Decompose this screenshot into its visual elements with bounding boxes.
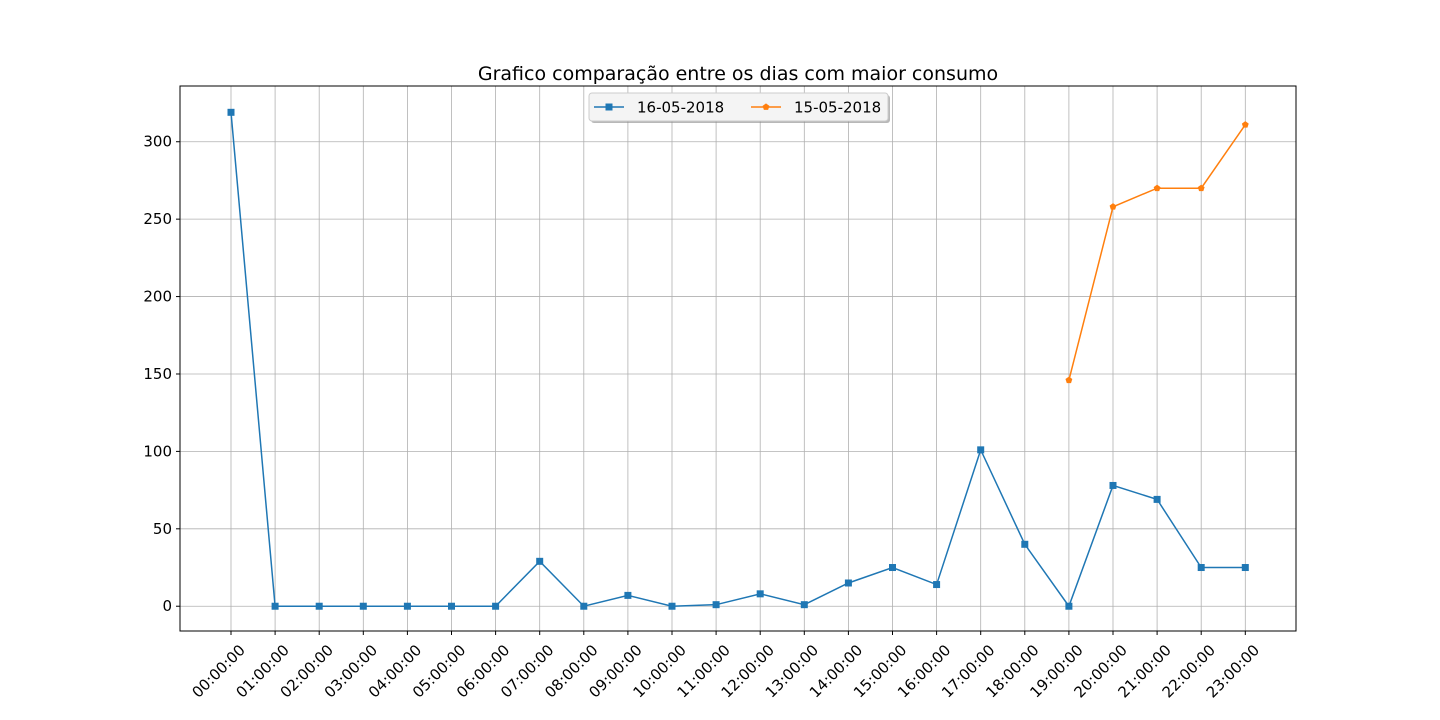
y-tick-label: 250 [143, 210, 172, 228]
data-point [1241, 121, 1249, 128]
data-point [977, 446, 985, 454]
data-point [756, 590, 764, 598]
data-point [1241, 564, 1249, 572]
series-15-05-2018 [1065, 121, 1249, 384]
data-point [605, 103, 613, 111]
data-point [668, 602, 676, 610]
data-point [1197, 564, 1205, 572]
data-point [712, 601, 720, 609]
data-point [1021, 540, 1029, 548]
y-tick-label: 200 [143, 288, 172, 306]
y-axis: 0 50 100 150 200 250 300 [143, 133, 180, 615]
series-16-05-2018 [227, 108, 1249, 610]
data-point [1153, 184, 1161, 192]
y-tick-label: 100 [143, 442, 172, 460]
data-point [1065, 602, 1073, 610]
data-point [933, 581, 941, 589]
grid-lines [180, 86, 1296, 631]
legend-label: 16-05-2018 [637, 99, 724, 117]
data-point [1197, 184, 1205, 192]
legend-label: 15-05-2018 [794, 99, 881, 117]
legend: 16-05-2018 15-05-2018 [588, 92, 890, 123]
data-point [448, 602, 455, 610]
data-point [315, 602, 323, 610]
data-point [624, 591, 632, 599]
data-point [271, 602, 279, 610]
chart-title: Grafico comparação entre os dias com mai… [478, 63, 998, 85]
data-point [227, 108, 235, 116]
series-line [230, 112, 1246, 608]
data-point [844, 579, 852, 587]
data-point [359, 602, 367, 610]
data-point [403, 602, 411, 610]
legend-box [588, 92, 889, 122]
y-tick-label: 150 [143, 365, 172, 383]
data-point [536, 557, 544, 565]
data-point [800, 601, 808, 609]
data-point [492, 602, 500, 610]
data-point [1109, 203, 1117, 210]
y-tick-label: 0 [162, 597, 172, 615]
data-point [762, 103, 770, 110]
data-point [1065, 376, 1073, 384]
series-group [227, 108, 1249, 610]
data-point [1109, 481, 1117, 489]
y-tick-label: 50 [153, 520, 172, 538]
plot-frame [179, 85, 1297, 632]
data-point [580, 602, 588, 610]
data-point [889, 564, 896, 572]
y-tick-label: 300 [143, 133, 172, 151]
data-point [1153, 495, 1161, 503]
